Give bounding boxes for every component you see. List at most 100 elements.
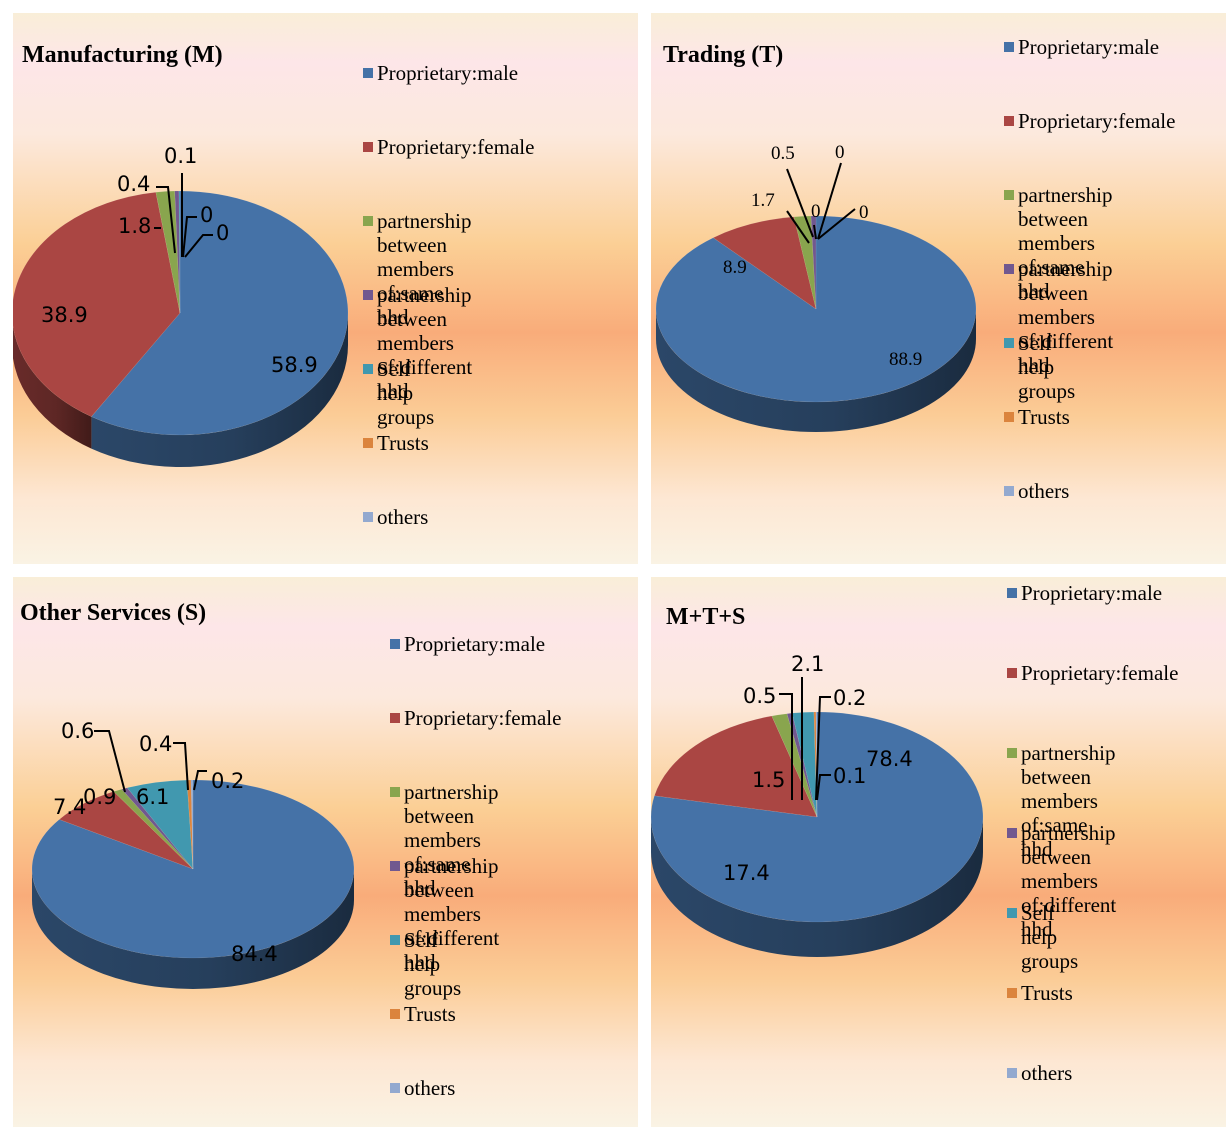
legend-swatch [390, 639, 400, 649]
legend-label: Trusts [1021, 981, 1073, 1005]
legend-label: partnership between members of:different… [377, 283, 473, 403]
chart-title: Other Services (S) [20, 600, 207, 626]
pie-slice-proprietary-female [58, 791, 194, 870]
legend-swatch [1007, 748, 1017, 758]
legend-item-proprietary-male: Proprietary:male [1004, 35, 1159, 59]
legend-item-others: others [390, 1076, 455, 1100]
legend-label: others [1021, 1061, 1073, 1085]
legend-label: Proprietary:male [377, 61, 519, 85]
data-label-proprietary-female: 17.4 [723, 861, 770, 885]
legend-item-proprietary-female: Proprietary:female [1004, 109, 1175, 133]
leader-line-partnership-different-hhd [779, 693, 793, 800]
legend-label: Proprietary:male [1018, 35, 1160, 59]
legend-label: Proprietary:female [1018, 109, 1176, 133]
legend-label: partnership between members of:different… [1018, 257, 1114, 377]
data-label-proprietary-male: 84.4 [231, 942, 278, 966]
data-label-others: 0.1 [833, 764, 866, 788]
legend-label: Trusts [377, 431, 429, 455]
data-label-partnership-different-hhd: 0.6 [61, 719, 94, 743]
chart-title: Manufacturing (M) [22, 42, 223, 68]
pie-chart-trading: 88.9 8.9 1.7 0.5 0 0 0 [655, 142, 977, 432]
legend-swatch [1004, 190, 1014, 200]
data-label-partnership-same-hhd: 1.7 [751, 190, 775, 211]
legend-item-partnership-same-hhd: partnership between members of:same hhd [1004, 183, 1112, 303]
pie-slice-self-help-groups [178, 190, 181, 314]
legend-swatch [1004, 264, 1014, 274]
legend-item-partnership-different-hhd: partnership between members of:different… [363, 283, 472, 403]
legend-item-others: others [1007, 1061, 1072, 1085]
legend-label: Proprietary:female [404, 706, 562, 730]
legend-item-proprietary-male: Proprietary:male [390, 632, 545, 656]
data-label-trusts: 0 [200, 203, 213, 227]
legend-item-partnership-different-hhd: partnership between members of:different… [1007, 821, 1116, 941]
legend-item-trusts: Trusts [1004, 405, 1070, 429]
data-label-proprietary-female: 38.9 [41, 303, 88, 327]
legend-label: Self help groups [1018, 331, 1076, 403]
legend-swatch [363, 68, 373, 78]
legend-label: partnership between members of:same hhd [1018, 183, 1113, 303]
data-label-others: 0 [216, 221, 229, 245]
legend-item-partnership-different-hhd: partnership between members of:different… [1004, 257, 1113, 377]
data-label-trusts: 0.2 [833, 686, 866, 710]
legend-item-trusts: Trusts [390, 1002, 456, 1026]
pie-chart-manufacturing: 58.9 38.9 1.8 0.4 0.1 00 [13, 144, 349, 467]
data-label-self-help-groups: 0.1 [164, 144, 197, 168]
legend-item-others: others [1004, 479, 1069, 503]
data-label-proprietary-male: 88.9 [889, 349, 922, 370]
leader-line-trusts [182, 216, 197, 258]
legend-swatch [1004, 42, 1014, 52]
leader-line-trusts [815, 696, 831, 801]
chart-panel-other-services: Other Services (S) 84.4 7.4 0.9 0.6 6.1 0.4 0.… [13, 577, 638, 1127]
leader-line-others [193, 770, 207, 791]
legend-swatch [1007, 988, 1017, 998]
data-label-partnership-same-hhd: 0.9 [83, 785, 116, 809]
legend-item-proprietary-female: Proprietary:female [390, 706, 561, 730]
legend-item-partnership-same-hhd: partnership between members of:same hhd [363, 209, 471, 329]
data-label-others: 0 [859, 202, 869, 223]
legend-swatch [390, 713, 400, 723]
data-label-proprietary-male: 58.9 [271, 353, 318, 377]
leader-line-partnership-different-hhd [94, 730, 126, 793]
legend-label: Trusts [1018, 405, 1070, 429]
legend-item-proprietary-female: Proprietary:female [1007, 661, 1178, 685]
legend-swatch [390, 861, 400, 871]
legend-swatch [390, 1009, 400, 1019]
legend-label: partnership between members of:different… [404, 854, 500, 974]
data-label-proprietary-female: 8.9 [723, 257, 747, 278]
legend-label: Self help groups [1021, 901, 1079, 973]
pie-slice-proprietary-male [31, 779, 355, 959]
legend-label: Self help groups [404, 928, 462, 1000]
data-label-proprietary-female: 7.4 [53, 795, 86, 819]
leader-line-self-help-groups [813, 224, 817, 240]
legend-swatch [1007, 828, 1017, 838]
legend-swatch [390, 1083, 400, 1093]
legend-item-proprietary-male: Proprietary:male [1007, 581, 1162, 605]
legend-item-self-help-groups: Self help groups [390, 928, 461, 1000]
legend-swatch [1004, 412, 1014, 422]
legend-swatch [363, 438, 373, 448]
legend-swatch [363, 142, 373, 152]
data-label-partnership-same-hhd: 1.5 [752, 768, 785, 792]
legend-label: partnership between members of:different… [1021, 821, 1117, 941]
legend-label: partnership between members of:same hhd [404, 780, 499, 900]
legend-label: Trusts [404, 1002, 456, 1026]
data-label-partnership-different-hhd: 0.4 [117, 172, 150, 196]
legend-label: partnership between members of:same hhd [1021, 741, 1116, 861]
legend-item-trusts: Trusts [1007, 981, 1073, 1005]
pie-slice-proprietary-male [651, 711, 984, 923]
pie-slice-partnership-same-hhd [793, 215, 817, 310]
legend-label: others [404, 1076, 456, 1100]
legend-item-trusts: Trusts [363, 431, 429, 455]
pie-side-proprietary-male [656, 309, 976, 432]
chart-panel-manufacturing: Manufacturing (M) 58.9 38.9 1.8 0.4 0.1 0 0 Pr… [13, 13, 638, 564]
legend-item-self-help-groups: Self help groups [1007, 901, 1078, 973]
legend-swatch [1004, 338, 1014, 348]
pie-chart-total: 78.4 17.4 1.5 0.5 2.1 0.2 0.1 [651, 652, 984, 957]
legend-swatch [1004, 486, 1014, 496]
pie-slice-partnership-same-hhd [155, 190, 181, 314]
leader-line-others [817, 208, 856, 240]
chart-panel-trading: Trading (T) 88.9 8.9 1.7 0.5 0 0 0 Proprietary… [651, 13, 1226, 564]
leader-line-others [184, 234, 213, 258]
legend-swatch [363, 512, 373, 522]
data-label-proprietary-male: 78.4 [866, 747, 913, 771]
